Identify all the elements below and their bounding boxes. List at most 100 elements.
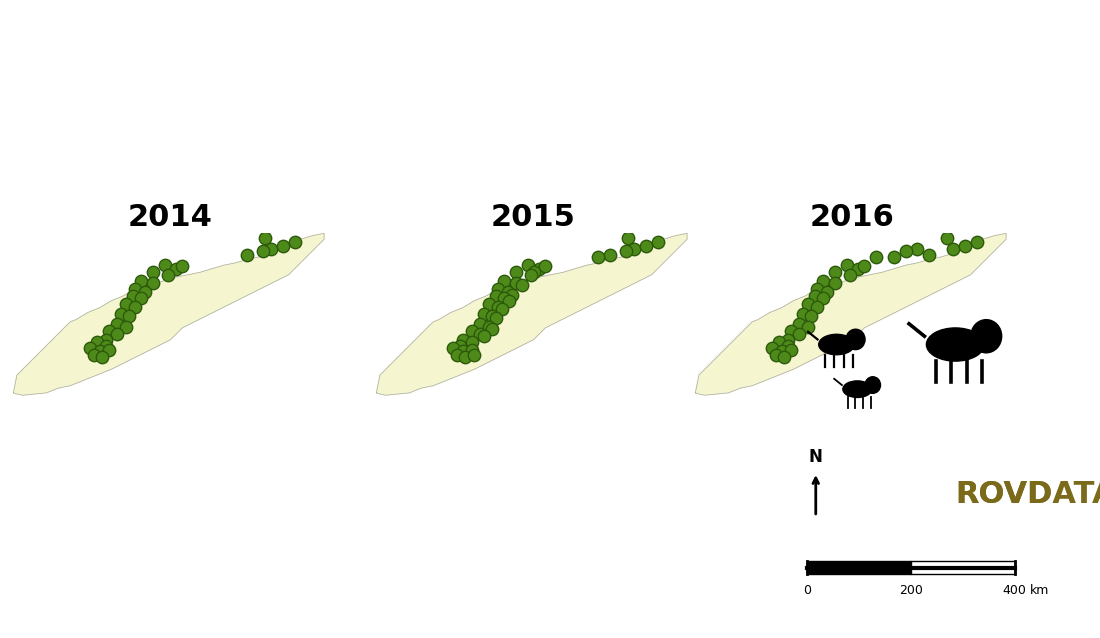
Point xyxy=(126,284,144,294)
Point xyxy=(448,350,465,360)
Point xyxy=(909,244,926,254)
Point xyxy=(490,302,507,312)
Point xyxy=(842,270,859,280)
Point xyxy=(97,341,114,351)
Point xyxy=(806,291,824,301)
Point xyxy=(802,311,820,321)
Point xyxy=(773,346,791,357)
Point xyxy=(779,341,796,351)
Point xyxy=(782,326,800,336)
Point xyxy=(454,346,472,357)
Point xyxy=(617,246,635,256)
Point xyxy=(109,319,126,329)
Point xyxy=(849,263,867,274)
Point xyxy=(944,244,961,254)
Point xyxy=(475,309,493,319)
Title: 2015: 2015 xyxy=(491,204,576,232)
Point xyxy=(525,267,542,278)
Text: N: N xyxy=(808,448,823,466)
Point xyxy=(444,343,462,353)
Point xyxy=(791,319,808,329)
Point xyxy=(144,267,162,278)
Point xyxy=(791,329,808,339)
Point xyxy=(826,267,844,278)
Polygon shape xyxy=(695,234,1006,395)
Point xyxy=(117,322,134,332)
Point xyxy=(97,334,114,345)
Point xyxy=(463,326,481,336)
Point xyxy=(530,263,548,274)
Point xyxy=(493,304,510,314)
Point xyxy=(94,352,111,362)
Point xyxy=(132,293,150,304)
Text: km: km xyxy=(1030,584,1049,597)
Point xyxy=(132,276,150,286)
Point xyxy=(896,246,914,256)
Point xyxy=(779,334,796,345)
Point xyxy=(483,324,500,334)
Point xyxy=(767,350,784,360)
Point xyxy=(480,322,497,332)
Ellipse shape xyxy=(926,328,984,361)
Point xyxy=(808,284,826,294)
Point xyxy=(254,246,272,256)
Point xyxy=(483,311,500,321)
Point xyxy=(126,302,144,312)
Point xyxy=(100,326,118,336)
Point xyxy=(513,280,530,290)
Text: ROVD: ROVD xyxy=(955,480,1053,509)
Point xyxy=(256,233,274,243)
Point xyxy=(490,284,507,294)
Point xyxy=(498,287,516,297)
Point xyxy=(465,350,483,360)
Point xyxy=(85,350,102,360)
Point xyxy=(625,244,642,254)
Point xyxy=(794,309,812,319)
Point xyxy=(956,241,974,251)
Point xyxy=(117,299,134,309)
Point xyxy=(921,249,938,260)
Point xyxy=(522,270,540,280)
Point xyxy=(814,276,832,286)
Point xyxy=(808,302,826,312)
Point xyxy=(649,237,667,247)
Circle shape xyxy=(971,320,1002,353)
Point xyxy=(81,343,99,353)
Point xyxy=(463,345,481,355)
Point xyxy=(814,293,832,304)
Point xyxy=(144,278,162,288)
Point xyxy=(602,249,619,260)
Point xyxy=(124,291,142,301)
Polygon shape xyxy=(13,234,324,395)
Point xyxy=(826,278,844,288)
Point xyxy=(156,260,174,271)
Point xyxy=(838,260,856,271)
Point xyxy=(867,252,884,262)
Point xyxy=(88,337,106,347)
Point xyxy=(968,237,986,247)
Point xyxy=(637,241,654,251)
Point xyxy=(472,329,490,339)
Text: ROVDATA: ROVDATA xyxy=(955,480,1100,509)
Point xyxy=(619,233,637,243)
Title: 2016: 2016 xyxy=(810,204,895,232)
Point xyxy=(160,270,177,280)
Point xyxy=(799,299,816,309)
Text: 0: 0 xyxy=(803,584,811,597)
Point xyxy=(938,233,956,243)
Point xyxy=(495,293,513,304)
Point xyxy=(100,345,118,355)
Point xyxy=(782,345,800,355)
Point xyxy=(507,278,525,288)
Point xyxy=(112,309,130,319)
Ellipse shape xyxy=(843,381,872,397)
Point xyxy=(799,322,816,332)
Point xyxy=(763,343,781,353)
Text: 400: 400 xyxy=(1003,584,1026,597)
Point xyxy=(817,287,835,297)
Point xyxy=(519,260,537,271)
Point xyxy=(487,313,505,323)
Circle shape xyxy=(865,376,880,393)
Point xyxy=(475,331,493,341)
Point xyxy=(262,244,279,254)
